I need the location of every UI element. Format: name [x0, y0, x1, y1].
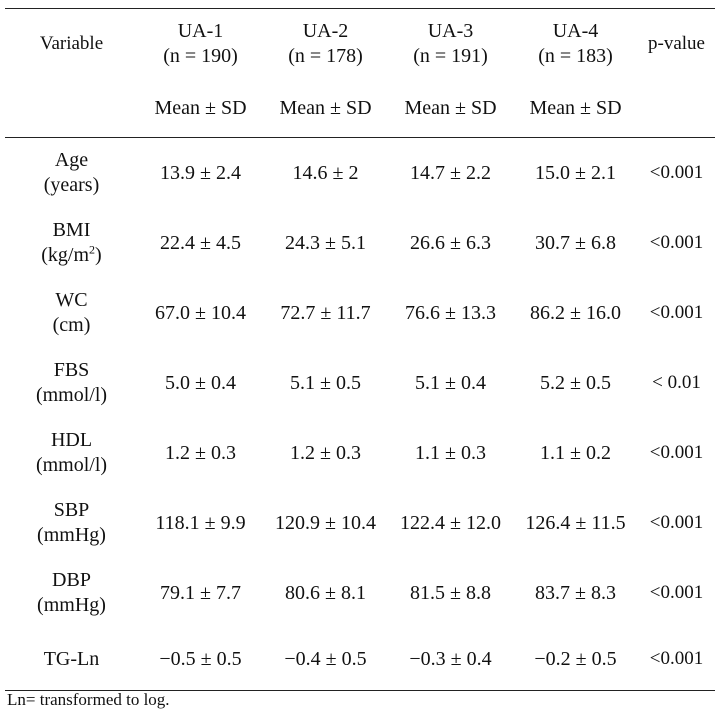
- value-cell: −0.5 ± 0.5: [138, 628, 263, 691]
- value-cell: 86.2 ± 16.0: [530, 301, 621, 324]
- value-cell: 13.9 ± 2.4: [160, 161, 241, 184]
- row-variable: FBS (mmol/l): [5, 348, 138, 418]
- data-table: Variable UA-1 (n = 190) UA-2 (n = 178) U…: [5, 8, 715, 691]
- value-cell: 24.3 ± 5.1: [285, 231, 366, 254]
- value-cell: −0.3 ± 0.4: [388, 628, 513, 691]
- pvalue-cell: <0.001: [649, 232, 704, 254]
- value-cell: 1.1 ± 0.2: [540, 441, 611, 464]
- data-table-container: Variable UA-1 (n = 190) UA-2 (n = 178) U…: [5, 8, 715, 691]
- value-cell: 81.5 ± 8.8: [410, 581, 491, 604]
- variable-name: HDL: [50, 429, 93, 451]
- group-name: UA-1: [177, 20, 224, 42]
- subheader-mean-sd: Mean ± SD: [513, 79, 638, 138]
- value-cell: 1.2 ± 0.3: [290, 441, 361, 464]
- table-row: SBP (mmHg) 118.1 ± 9.9 120.9 ± 10.4 122.…: [5, 488, 715, 558]
- header-group-ua2: UA-2 (n = 178): [263, 8, 388, 79]
- value-cell: −0.2 ± 0.5: [513, 628, 638, 691]
- value-cell: 22.4 ± 4.5: [160, 231, 241, 254]
- value-cell: 15.0 ± 2.1: [535, 161, 616, 184]
- variable-name: BMI: [52, 219, 91, 241]
- variable-unit: (kg/m: [41, 244, 90, 266]
- table-row: DBP (mmHg) 79.1 ± 7.7 80.6 ± 8.1 81.5 ± …: [5, 558, 715, 628]
- group-name: UA-3: [427, 20, 474, 42]
- unit-superscript: 2: [89, 242, 96, 257]
- subheader-mean-sd: Mean ± SD: [388, 79, 513, 138]
- value-cell: 72.7 ± 11.7: [280, 301, 371, 324]
- variable-name: FBS: [53, 359, 90, 381]
- value-cell: 83.7 ± 8.3: [535, 581, 616, 604]
- pvalue-cell: <0.001: [649, 442, 704, 464]
- row-variable: HDL (mmol/l): [5, 418, 138, 488]
- group-count: (n = 183): [538, 45, 613, 67]
- table-row: Age (years) 13.9 ± 2.4 14.6 ± 2 14.7 ± 2…: [5, 138, 715, 209]
- value-cell: 5.0 ± 0.4: [165, 371, 236, 394]
- value-cell: 5.2 ± 0.5: [540, 371, 611, 394]
- variable-name: DBP: [52, 569, 91, 591]
- value-cell: 122.4 ± 12.0: [400, 511, 501, 534]
- table-header-row: Variable UA-1 (n = 190) UA-2 (n = 178) U…: [5, 8, 715, 79]
- header-group-ua4: UA-4 (n = 183): [513, 8, 638, 79]
- value-cell: 5.1 ± 0.5: [290, 371, 361, 394]
- row-variable: BMI (kg/m2): [5, 208, 138, 278]
- row-variable: Age (years): [5, 138, 138, 209]
- header-group-ua3: UA-3 (n = 191): [388, 8, 513, 79]
- value-cell: 126.4 ± 11.5: [525, 511, 626, 534]
- variable-unit: (mmHg): [37, 594, 106, 616]
- table-subheader-row: Mean ± SD Mean ± SD Mean ± SD Mean ± SD: [5, 79, 715, 138]
- value-cell: 80.6 ± 8.1: [285, 581, 366, 604]
- pvalue-cell: <0.001: [638, 628, 715, 691]
- value-cell: 120.9 ± 10.4: [275, 511, 376, 534]
- value-cell: 67.0 ± 10.4: [155, 301, 246, 324]
- table-row: HDL (mmol/l) 1.2 ± 0.3 1.2 ± 0.3 1.1 ± 0…: [5, 418, 715, 488]
- group-count: (n = 178): [288, 45, 363, 67]
- variable-unit: (mmHg): [37, 524, 106, 546]
- header-pvalue: p-value: [638, 8, 715, 79]
- value-cell: 76.6 ± 13.3: [405, 301, 496, 324]
- subheader-empty: [5, 79, 138, 138]
- row-variable: TG-Ln: [5, 628, 138, 691]
- row-variable: WC (cm): [5, 278, 138, 348]
- pvalue-cell: <0.001: [649, 162, 704, 184]
- variable-name: WC: [55, 289, 88, 311]
- variable-name: Age: [54, 149, 89, 171]
- group-name: UA-2: [302, 20, 349, 42]
- variable-unit-wrap: (kg/m2): [5, 243, 138, 268]
- pvalue-cell: <0.001: [649, 512, 704, 534]
- subheader-empty: [638, 79, 715, 138]
- value-cell: 118.1 ± 9.9: [155, 511, 246, 534]
- variable-name: SBP: [53, 499, 90, 521]
- pvalue-cell: <0.001: [649, 302, 704, 324]
- group-count: (n = 191): [413, 45, 488, 67]
- variable-unit: (years): [43, 174, 100, 196]
- group-name: UA-4: [552, 20, 599, 42]
- pvalue-cell: < 0.01: [652, 372, 701, 394]
- table-row: TG-Ln −0.5 ± 0.5 −0.4 ± 0.5 −0.3 ± 0.4 −…: [5, 628, 715, 691]
- value-cell: 30.7 ± 6.8: [535, 231, 616, 254]
- variable-unit: (cm): [52, 314, 91, 336]
- header-variable: Variable: [5, 8, 138, 79]
- value-cell: 1.1 ± 0.3: [415, 441, 486, 464]
- variable-unit: (mmol/l): [35, 454, 108, 476]
- variable-unit-end: ): [95, 244, 102, 266]
- variable-name: TG-Ln: [43, 647, 100, 670]
- subheader-mean-sd: Mean ± SD: [138, 79, 263, 138]
- header-group-ua1: UA-1 (n = 190): [138, 8, 263, 79]
- value-cell: −0.4 ± 0.5: [263, 628, 388, 691]
- group-count: (n = 190): [163, 45, 238, 67]
- value-cell: 14.6 ± 2: [292, 161, 359, 184]
- table-footnote: Ln= transformed to log.: [7, 690, 170, 709]
- pvalue-cell: <0.001: [649, 582, 704, 604]
- row-variable: SBP (mmHg): [5, 488, 138, 558]
- value-cell: 14.7 ± 2.2: [410, 161, 491, 184]
- value-cell: 79.1 ± 7.7: [160, 581, 241, 604]
- variable-unit: (mmol/l): [35, 384, 108, 406]
- subheader-mean-sd: Mean ± SD: [263, 79, 388, 138]
- value-cell: 1.2 ± 0.3: [165, 441, 236, 464]
- value-cell: 26.6 ± 6.3: [410, 231, 491, 254]
- table-row: FBS (mmol/l) 5.0 ± 0.4 5.1 ± 0.5 5.1 ± 0…: [5, 348, 715, 418]
- row-variable: DBP (mmHg): [5, 558, 138, 628]
- value-cell: 5.1 ± 0.4: [415, 371, 486, 394]
- table-row: WC (cm) 67.0 ± 10.4 72.7 ± 11.7 76.6 ± 1…: [5, 278, 715, 348]
- table-row: BMI (kg/m2) 22.4 ± 4.5 24.3 ± 5.1 26.6 ±…: [5, 208, 715, 278]
